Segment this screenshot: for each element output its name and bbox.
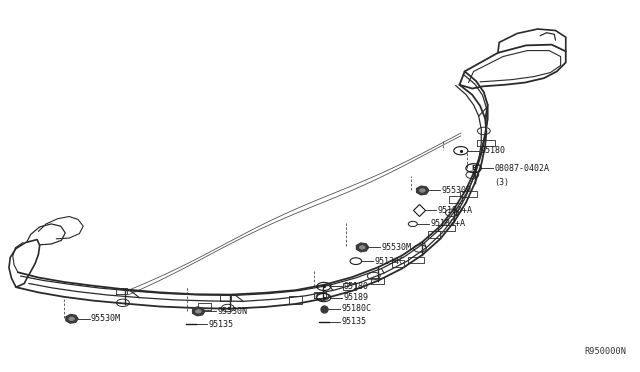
Text: 95135: 95135 [209,320,234,329]
Bar [289,296,302,304]
Polygon shape [417,186,429,195]
Text: (3): (3) [494,178,509,187]
Polygon shape [356,243,369,252]
Text: 95530P: 95530P [442,186,472,195]
Text: 95180: 95180 [344,282,369,291]
Text: 95135: 95135 [342,317,367,326]
Text: 95530M: 95530M [381,243,412,252]
Text: 95134C: 95134C [374,257,404,266]
Text: 95180+A: 95180+A [438,206,473,215]
Bar [343,283,356,290]
Bar [392,260,404,267]
Bar [428,231,440,238]
Circle shape [69,317,74,320]
Polygon shape [193,307,205,316]
Circle shape [360,246,365,249]
Text: 08087-0402A: 08087-0402A [494,164,549,173]
Circle shape [420,189,425,192]
Circle shape [196,310,201,313]
Polygon shape [66,314,78,323]
Text: 95530N: 95530N [218,307,248,316]
Text: 95189: 95189 [344,293,369,302]
Text: 95180C: 95180C [341,304,371,313]
Text: 95180: 95180 [481,146,506,155]
Bar [449,196,462,203]
Text: B: B [471,165,476,171]
Text: 95530M: 95530M [91,314,121,323]
Text: 95180+A: 95180+A [430,219,465,228]
Bar [198,303,211,310]
Text: R950000N: R950000N [584,347,626,356]
